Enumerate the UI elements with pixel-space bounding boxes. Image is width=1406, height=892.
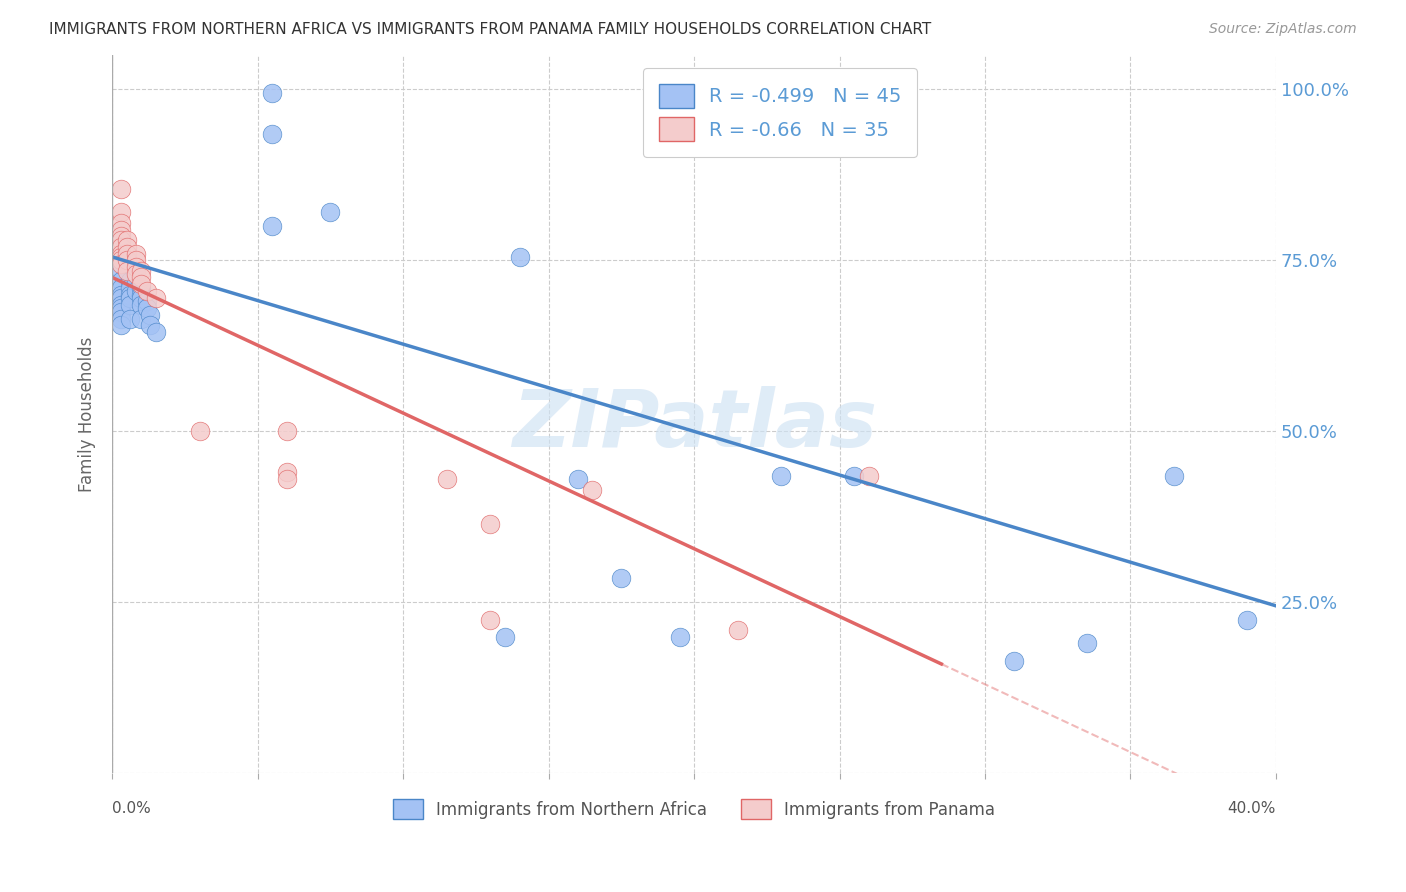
Point <box>770 468 793 483</box>
Point <box>131 291 153 305</box>
Point <box>1002 654 1025 668</box>
Point <box>1236 613 1258 627</box>
Point <box>110 233 132 247</box>
Point <box>319 205 342 219</box>
Point <box>494 630 516 644</box>
Point <box>110 298 132 312</box>
Point <box>118 274 141 288</box>
Point <box>727 623 749 637</box>
Point <box>136 284 159 298</box>
Point <box>118 291 141 305</box>
Text: ZIPatlas: ZIPatlas <box>512 386 876 464</box>
Text: IMMIGRANTS FROM NORTHERN AFRICA VS IMMIGRANTS FROM PANAMA FAMILY HOUSEHOLDS CORR: IMMIGRANTS FROM NORTHERN AFRICA VS IMMIG… <box>49 22 931 37</box>
Point <box>110 281 132 295</box>
Point <box>110 181 132 195</box>
Legend: Immigrants from Northern Africa, Immigrants from Panama: Immigrants from Northern Africa, Immigra… <box>387 792 1001 826</box>
Point <box>110 253 132 268</box>
Point <box>110 304 132 318</box>
Point <box>276 466 298 480</box>
Point <box>124 260 146 275</box>
Point <box>436 472 458 486</box>
Point <box>124 246 146 260</box>
Text: 40.0%: 40.0% <box>1227 801 1277 816</box>
Text: Source: ZipAtlas.com: Source: ZipAtlas.com <box>1209 22 1357 37</box>
Point <box>110 205 132 219</box>
Point <box>110 311 132 326</box>
Point <box>118 281 141 295</box>
Point <box>115 246 138 260</box>
Point <box>110 229 132 244</box>
Point <box>110 240 132 254</box>
Point <box>581 483 603 497</box>
Point <box>145 291 167 305</box>
Point <box>124 267 146 281</box>
Point <box>131 287 153 301</box>
Point <box>110 263 132 277</box>
Point <box>668 630 690 644</box>
Point <box>842 468 865 483</box>
Point <box>131 281 153 295</box>
Point <box>110 318 132 333</box>
Point <box>118 311 141 326</box>
Point <box>110 257 132 271</box>
Point <box>276 472 298 486</box>
Point <box>110 222 132 236</box>
Point <box>124 253 146 268</box>
Point <box>131 263 153 277</box>
Point <box>115 240 138 254</box>
Point <box>110 274 132 288</box>
Point <box>276 425 298 439</box>
Point <box>262 219 284 234</box>
Y-axis label: Family Households: Family Households <box>79 336 96 492</box>
Point <box>136 301 159 316</box>
Point <box>124 274 146 288</box>
Point <box>110 216 132 230</box>
Point <box>1076 636 1098 650</box>
Point <box>610 572 633 586</box>
Point <box>479 613 502 627</box>
Text: 0.0%: 0.0% <box>112 801 150 816</box>
Point <box>509 250 531 264</box>
Point <box>136 294 159 309</box>
Point <box>110 287 132 301</box>
Point <box>124 284 146 298</box>
Point <box>118 298 141 312</box>
Point <box>479 516 502 531</box>
Point <box>262 86 284 100</box>
Point <box>858 468 880 483</box>
Point <box>115 233 138 247</box>
Point <box>110 291 132 305</box>
Point <box>188 425 211 439</box>
Point <box>131 277 153 292</box>
Point <box>1163 468 1185 483</box>
Point <box>131 311 153 326</box>
Point <box>131 298 153 312</box>
Point <box>262 127 284 141</box>
Point <box>110 246 132 260</box>
Point <box>145 325 167 339</box>
Point <box>110 250 132 264</box>
Point <box>131 270 153 285</box>
Point <box>567 472 589 486</box>
Point <box>139 318 162 333</box>
Point <box>115 263 138 277</box>
Point <box>139 308 162 322</box>
Point <box>118 287 141 301</box>
Point <box>124 267 146 281</box>
Point <box>110 253 132 268</box>
Point <box>110 301 132 316</box>
Point <box>115 253 138 268</box>
